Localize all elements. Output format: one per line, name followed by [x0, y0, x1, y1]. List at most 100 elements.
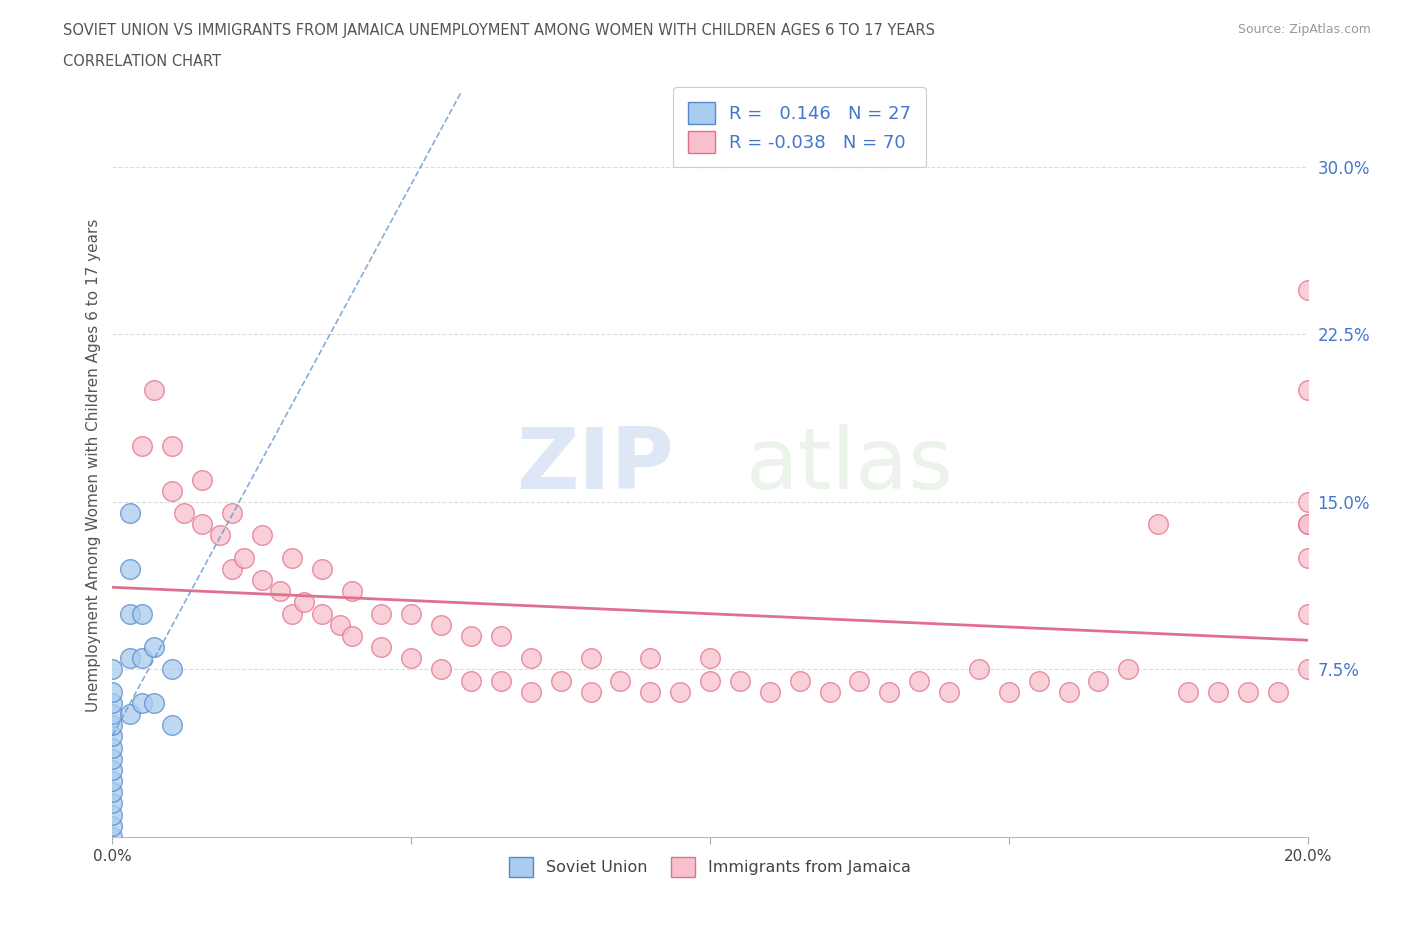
- Point: [1296, 282, 1319, 297]
- Point: [370, 640, 392, 655]
- Point: [1296, 517, 1319, 532]
- Point: [162, 439, 183, 454]
- Point: [143, 383, 166, 398]
- Point: [550, 673, 572, 688]
- Point: [460, 629, 482, 644]
- Point: [281, 606, 304, 621]
- Point: [250, 528, 273, 543]
- Point: [430, 618, 453, 632]
- Point: [173, 506, 195, 521]
- Point: [101, 807, 124, 822]
- Point: [1296, 517, 1319, 532]
- Point: [143, 696, 166, 711]
- Point: [489, 629, 512, 644]
- Point: [101, 830, 124, 844]
- Text: CORRELATION CHART: CORRELATION CHART: [63, 54, 221, 69]
- Point: [401, 606, 423, 621]
- Point: [579, 684, 602, 699]
- Point: [120, 562, 142, 577]
- Point: [281, 551, 304, 565]
- Point: [101, 729, 124, 744]
- Legend: Soviet Union, Immigrants from Jamaica: Soviet Union, Immigrants from Jamaica: [501, 849, 920, 884]
- Point: [430, 662, 453, 677]
- Point: [908, 673, 931, 688]
- Point: [1147, 517, 1170, 532]
- Point: [370, 606, 392, 621]
- Text: ZIP: ZIP: [516, 423, 675, 507]
- Point: [101, 751, 124, 766]
- Point: [162, 662, 183, 677]
- Point: [101, 796, 124, 811]
- Point: [131, 696, 153, 711]
- Point: [520, 684, 543, 699]
- Point: [131, 651, 153, 666]
- Point: [401, 651, 423, 666]
- Point: [340, 584, 363, 599]
- Point: [1057, 684, 1080, 699]
- Point: [120, 651, 142, 666]
- Text: atlas: atlas: [747, 423, 953, 507]
- Point: [1296, 383, 1319, 398]
- Point: [699, 673, 721, 688]
- Point: [460, 673, 482, 688]
- Point: [699, 651, 721, 666]
- Point: [759, 684, 782, 699]
- Point: [221, 506, 243, 521]
- Point: [1296, 606, 1319, 621]
- Text: Source: ZipAtlas.com: Source: ZipAtlas.com: [1237, 23, 1371, 36]
- Point: [101, 818, 124, 833]
- Point: [329, 618, 352, 632]
- Point: [221, 562, 243, 577]
- Point: [311, 606, 333, 621]
- Point: [233, 551, 256, 565]
- Point: [579, 651, 602, 666]
- Point: [131, 439, 153, 454]
- Point: [162, 484, 183, 498]
- Point: [101, 763, 124, 777]
- Point: [292, 595, 315, 610]
- Point: [489, 673, 512, 688]
- Point: [101, 707, 124, 722]
- Point: [101, 684, 124, 699]
- Point: [520, 651, 543, 666]
- Point: [640, 651, 662, 666]
- Point: [998, 684, 1021, 699]
- Point: [191, 472, 214, 487]
- Point: [728, 673, 751, 688]
- Point: [609, 673, 631, 688]
- Point: [269, 584, 291, 599]
- Point: [848, 673, 870, 688]
- Point: [101, 696, 124, 711]
- Point: [818, 684, 841, 699]
- Point: [1118, 662, 1140, 677]
- Point: [209, 528, 232, 543]
- Point: [101, 774, 124, 789]
- Point: [340, 629, 363, 644]
- Text: SOVIET UNION VS IMMIGRANTS FROM JAMAICA UNEMPLOYMENT AMONG WOMEN WITH CHILDREN A: SOVIET UNION VS IMMIGRANTS FROM JAMAICA …: [63, 23, 935, 38]
- Point: [250, 573, 273, 588]
- Point: [101, 785, 124, 800]
- Point: [1028, 673, 1050, 688]
- Y-axis label: Unemployment Among Women with Children Ages 6 to 17 years: Unemployment Among Women with Children A…: [86, 219, 101, 711]
- Point: [640, 684, 662, 699]
- Point: [1267, 684, 1289, 699]
- Point: [1296, 662, 1319, 677]
- Point: [879, 684, 901, 699]
- Point: [101, 740, 124, 755]
- Point: [789, 673, 811, 688]
- Point: [1206, 684, 1229, 699]
- Point: [120, 707, 142, 722]
- Point: [1296, 495, 1319, 510]
- Point: [131, 606, 153, 621]
- Point: [1237, 684, 1260, 699]
- Point: [101, 718, 124, 733]
- Point: [967, 662, 990, 677]
- Point: [120, 606, 142, 621]
- Point: [101, 662, 124, 677]
- Point: [162, 718, 183, 733]
- Point: [1177, 684, 1199, 699]
- Point: [311, 562, 333, 577]
- Point: [1087, 673, 1109, 688]
- Point: [669, 684, 692, 699]
- Point: [120, 506, 142, 521]
